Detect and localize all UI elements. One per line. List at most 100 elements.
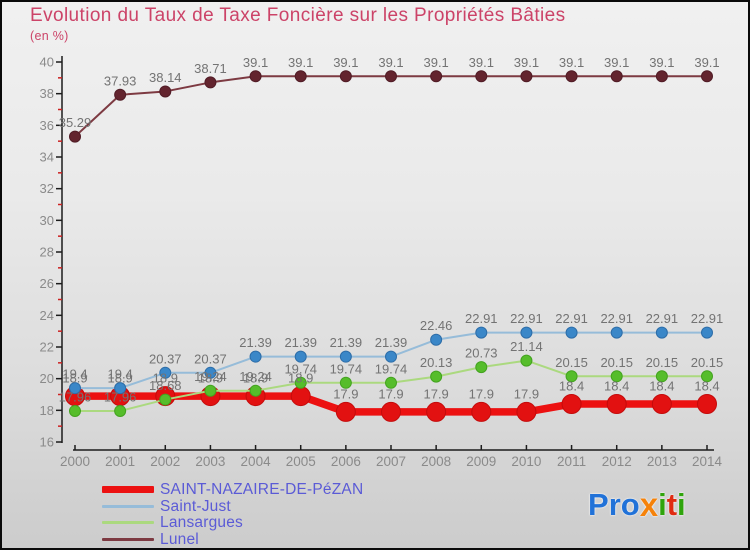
data-point (610, 326, 623, 339)
data-point (69, 404, 81, 417)
point-label: 39.1 (514, 55, 539, 70)
y-tick-label: 40 (40, 55, 54, 70)
point-label: 18.9 (107, 371, 132, 386)
data-point (69, 382, 81, 395)
legend-item: Lansargues (102, 514, 363, 531)
point-label: 18.9 (198, 371, 223, 386)
logo-letter: i (658, 487, 667, 522)
x-tick-label: 2001 (105, 454, 135, 469)
series-labels: 18.9 18.9 18.9 18.9 18.9 18.9 17.9 17.9 17.9 17.9… (62, 371, 719, 402)
legend-swatch (102, 521, 154, 525)
y-tick-label: 36 (40, 118, 54, 133)
series-saint-just (69, 326, 713, 395)
point-label: 19.4 (107, 367, 132, 382)
data-point (701, 70, 713, 83)
point-label: 19.74 (375, 361, 408, 376)
data-point (430, 333, 443, 346)
data-point (294, 350, 307, 363)
point-label: 17.9 (333, 386, 358, 401)
data-point (249, 70, 262, 83)
point-label: 39.1 (243, 55, 268, 70)
data-point (339, 376, 352, 389)
data-point (290, 386, 311, 407)
data-point (651, 394, 672, 414)
data-point (339, 70, 352, 83)
data-point (475, 326, 488, 339)
point-label: 19.24 (194, 369, 227, 384)
series-labels: 35.29 37.93 38.14 38.71 39.1 39.1 39.1 39.1 39.1… (59, 55, 720, 130)
legend-label: Lansargues (160, 514, 244, 531)
point-label: 39.1 (423, 55, 448, 70)
point-label: 19.74 (284, 361, 317, 376)
point-label: 20.13 (420, 355, 453, 370)
data-point (114, 404, 127, 417)
legend-swatch (102, 537, 154, 541)
point-label: 37.93 (104, 73, 137, 88)
point-label: 20.15 (646, 355, 679, 370)
x-tick-label: 2005 (286, 454, 316, 469)
series-lunel (69, 70, 713, 143)
y-tick-label: 32 (40, 181, 54, 196)
legend-label: SAINT-NAZAIRE-DE-PéZAN (160, 481, 364, 498)
data-point (565, 370, 578, 383)
y-tick-label: 26 (40, 276, 54, 291)
y-tick-label: 22 (40, 340, 54, 355)
point-label: 18.9 (62, 371, 87, 386)
data-point (520, 326, 533, 339)
logo-letter: o (620, 487, 640, 522)
point-label: 39.1 (649, 55, 674, 70)
point-label: 22.91 (691, 311, 724, 326)
point-label: 21.39 (330, 335, 363, 350)
chart-title: Evolution du Taux de Taxe Foncière sur l… (30, 5, 566, 26)
point-label: 20.15 (691, 355, 724, 370)
point-label: 20.37 (149, 351, 182, 366)
x-tick-label: 2013 (647, 454, 677, 469)
point-label: 22.91 (646, 311, 679, 326)
point-label: 19.24 (239, 369, 272, 384)
y-tick-label: 30 (40, 213, 54, 228)
proxiti-logo: Proxiti (588, 485, 686, 523)
chart-legend: SAINT-NAZAIRE-DE-PéZAN Saint-Just Lansargu… (102, 481, 364, 548)
data-point (520, 70, 533, 83)
legend-label: Saint-Just (160, 497, 231, 515)
x-tick-label: 2004 (241, 454, 272, 469)
legend-item: SAINT-NAZAIRE-DE-PéZAN (102, 481, 364, 498)
legend-label: Lunel (160, 530, 199, 548)
point-label: 18.9 (243, 371, 268, 386)
point-label: 21.39 (239, 335, 272, 350)
legend-item: Saint-Just (102, 497, 363, 515)
chart-subtitle: (en %) (30, 29, 69, 43)
point-label: 39.1 (604, 55, 629, 70)
point-label: 20.15 (600, 355, 633, 370)
data-point (249, 350, 262, 363)
data-point (475, 361, 488, 374)
data-point (606, 394, 627, 414)
data-point (159, 393, 172, 406)
data-point (159, 85, 172, 98)
data-point (655, 70, 668, 83)
y-tick-label: 38 (40, 86, 54, 101)
series-labels: 17.96 17.96 18.68 19.24 19.24 19.74 19.74 19.74… (59, 339, 724, 404)
data-point (204, 366, 217, 379)
data-point (385, 350, 397, 363)
x-tick-label: 2000 (60, 454, 90, 469)
data-point (565, 326, 578, 339)
y-tick-label: 24 (40, 308, 54, 323)
data-point (561, 394, 582, 414)
legend-item: Lunel (102, 530, 363, 548)
x-tick-label: 2014 (692, 454, 723, 469)
point-label: 20.73 (465, 346, 498, 361)
y-tick-label: 18 (40, 403, 54, 418)
data-point (430, 70, 443, 83)
x-axis: 2000 2001 2002 2003 2004 2005 2006 2007 2008 2009… (60, 445, 723, 469)
data-point (69, 130, 81, 143)
data-point (701, 370, 713, 383)
y-tick-label: 16 (40, 435, 54, 450)
legend-swatch (102, 486, 154, 494)
point-label: 39.1 (378, 55, 403, 70)
point-label: 17.9 (469, 386, 494, 401)
point-label: 18.4 (694, 379, 719, 394)
data-point (114, 88, 127, 101)
